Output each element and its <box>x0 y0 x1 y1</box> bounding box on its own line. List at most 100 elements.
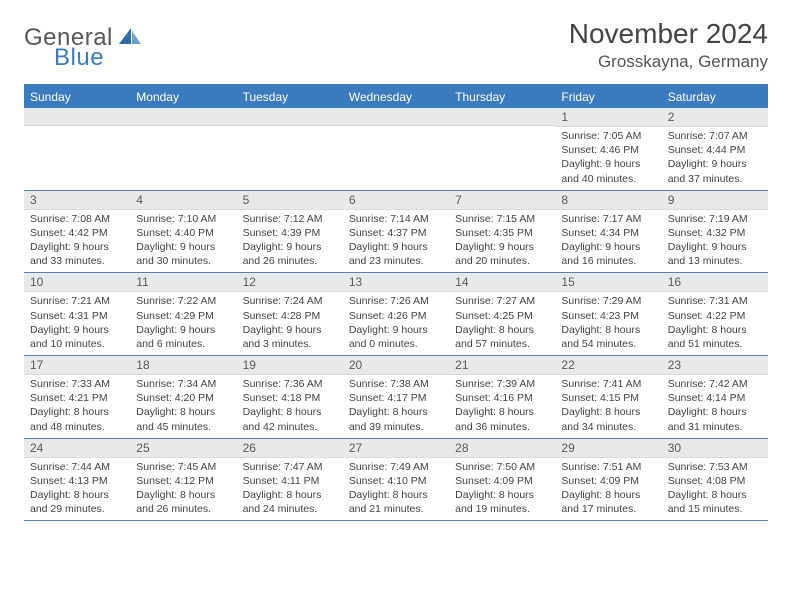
daylight-line: Daylight: 8 hours and 57 minutes. <box>455 323 549 351</box>
day-cell: 29Sunrise: 7:51 AMSunset: 4:09 PMDayligh… <box>555 439 661 521</box>
sunset-line: Sunset: 4:17 PM <box>349 391 443 405</box>
day-cell: 6Sunrise: 7:14 AMSunset: 4:37 PMDaylight… <box>343 191 449 273</box>
day-number: 17 <box>24 356 130 375</box>
day-cell: 7Sunrise: 7:15 AMSunset: 4:35 PMDaylight… <box>449 191 555 273</box>
day-number: 10 <box>24 273 130 292</box>
sunrise-line: Sunrise: 7:38 AM <box>349 377 443 391</box>
daylight-line: Daylight: 9 hours and 33 minutes. <box>30 240 124 268</box>
day-cell: 2Sunrise: 7:07 AMSunset: 4:44 PMDaylight… <box>662 108 768 190</box>
day-number: 22 <box>555 356 661 375</box>
sunset-line: Sunset: 4:11 PM <box>243 474 337 488</box>
day-number: 16 <box>662 273 768 292</box>
week-row: 1Sunrise: 7:05 AMSunset: 4:46 PMDaylight… <box>24 108 768 191</box>
sunset-line: Sunset: 4:18 PM <box>243 391 337 405</box>
day-cell: 12Sunrise: 7:24 AMSunset: 4:28 PMDayligh… <box>237 273 343 355</box>
brand-sail-icon <box>117 26 143 51</box>
day-cell: 16Sunrise: 7:31 AMSunset: 4:22 PMDayligh… <box>662 273 768 355</box>
sunset-line: Sunset: 4:34 PM <box>561 226 655 240</box>
day-body: Sunrise: 7:07 AMSunset: 4:44 PMDaylight:… <box>662 127 768 190</box>
day-body: Sunrise: 7:53 AMSunset: 4:08 PMDaylight:… <box>662 458 768 521</box>
daylight-line: Daylight: 9 hours and 40 minutes. <box>561 157 655 185</box>
sunset-line: Sunset: 4:46 PM <box>561 143 655 157</box>
day-cell <box>449 108 555 190</box>
sunrise-line: Sunrise: 7:36 AM <box>243 377 337 391</box>
sunrise-line: Sunrise: 7:19 AM <box>668 212 762 226</box>
day-body: Sunrise: 7:50 AMSunset: 4:09 PMDaylight:… <box>449 458 555 521</box>
location-label: Grosskayna, Germany <box>569 52 768 72</box>
day-cell: 24Sunrise: 7:44 AMSunset: 4:13 PMDayligh… <box>24 439 130 521</box>
day-cell: 18Sunrise: 7:34 AMSunset: 4:20 PMDayligh… <box>130 356 236 438</box>
sunrise-line: Sunrise: 7:15 AM <box>455 212 549 226</box>
day-number <box>449 108 555 126</box>
sunset-line: Sunset: 4:13 PM <box>30 474 124 488</box>
day-number: 23 <box>662 356 768 375</box>
daylight-line: Daylight: 8 hours and 45 minutes. <box>136 405 230 433</box>
sunrise-line: Sunrise: 7:22 AM <box>136 294 230 308</box>
day-number: 5 <box>237 191 343 210</box>
day-cell: 11Sunrise: 7:22 AMSunset: 4:29 PMDayligh… <box>130 273 236 355</box>
day-cell <box>24 108 130 190</box>
day-cell: 9Sunrise: 7:19 AMSunset: 4:32 PMDaylight… <box>662 191 768 273</box>
sunset-line: Sunset: 4:44 PM <box>668 143 762 157</box>
daylight-line: Daylight: 9 hours and 20 minutes. <box>455 240 549 268</box>
page-header: General November 2024 Grosskayna, German… <box>24 18 768 72</box>
daylight-line: Daylight: 8 hours and 42 minutes. <box>243 405 337 433</box>
day-body: Sunrise: 7:42 AMSunset: 4:14 PMDaylight:… <box>662 375 768 438</box>
day-body: Sunrise: 7:05 AMSunset: 4:46 PMDaylight:… <box>555 127 661 190</box>
sunrise-line: Sunrise: 7:47 AM <box>243 460 337 474</box>
daylight-line: Daylight: 8 hours and 36 minutes. <box>455 405 549 433</box>
day-number: 11 <box>130 273 236 292</box>
daylight-line: Daylight: 8 hours and 48 minutes. <box>30 405 124 433</box>
sunset-line: Sunset: 4:14 PM <box>668 391 762 405</box>
day-header: Tuesday <box>237 86 343 108</box>
sunrise-line: Sunrise: 7:44 AM <box>30 460 124 474</box>
daylight-line: Daylight: 9 hours and 26 minutes. <box>243 240 337 268</box>
day-header-row: Sunday Monday Tuesday Wednesday Thursday… <box>24 86 768 108</box>
day-number: 25 <box>130 439 236 458</box>
sunrise-line: Sunrise: 7:31 AM <box>668 294 762 308</box>
sunset-line: Sunset: 4:20 PM <box>136 391 230 405</box>
day-body: Sunrise: 7:36 AMSunset: 4:18 PMDaylight:… <box>237 375 343 438</box>
day-number: 24 <box>24 439 130 458</box>
day-number <box>24 108 130 126</box>
sunrise-line: Sunrise: 7:34 AM <box>136 377 230 391</box>
daylight-line: Daylight: 9 hours and 3 minutes. <box>243 323 337 351</box>
day-body: Sunrise: 7:47 AMSunset: 4:11 PMDaylight:… <box>237 458 343 521</box>
daylight-line: Daylight: 8 hours and 26 minutes. <box>136 488 230 516</box>
day-number <box>237 108 343 126</box>
sunrise-line: Sunrise: 7:07 AM <box>668 129 762 143</box>
sunset-line: Sunset: 4:31 PM <box>30 309 124 323</box>
daylight-line: Daylight: 9 hours and 30 minutes. <box>136 240 230 268</box>
day-number: 4 <box>130 191 236 210</box>
week-row: 17Sunrise: 7:33 AMSunset: 4:21 PMDayligh… <box>24 356 768 439</box>
day-cell: 28Sunrise: 7:50 AMSunset: 4:09 PMDayligh… <box>449 439 555 521</box>
sunrise-line: Sunrise: 7:49 AM <box>349 460 443 474</box>
day-cell: 5Sunrise: 7:12 AMSunset: 4:39 PMDaylight… <box>237 191 343 273</box>
day-cell: 17Sunrise: 7:33 AMSunset: 4:21 PMDayligh… <box>24 356 130 438</box>
day-number: 9 <box>662 191 768 210</box>
day-number: 27 <box>343 439 449 458</box>
day-body: Sunrise: 7:51 AMSunset: 4:09 PMDaylight:… <box>555 458 661 521</box>
sunset-line: Sunset: 4:29 PM <box>136 309 230 323</box>
day-number: 2 <box>662 108 768 127</box>
day-number: 30 <box>662 439 768 458</box>
title-block: November 2024 Grosskayna, Germany <box>569 18 768 72</box>
day-header: Friday <box>555 86 661 108</box>
sunrise-line: Sunrise: 7:05 AM <box>561 129 655 143</box>
calendar-grid: Sunday Monday Tuesday Wednesday Thursday… <box>24 84 768 521</box>
day-number: 14 <box>449 273 555 292</box>
sunrise-line: Sunrise: 7:33 AM <box>30 377 124 391</box>
day-cell: 8Sunrise: 7:17 AMSunset: 4:34 PMDaylight… <box>555 191 661 273</box>
sunset-line: Sunset: 4:25 PM <box>455 309 549 323</box>
sunrise-line: Sunrise: 7:26 AM <box>349 294 443 308</box>
daylight-line: Daylight: 8 hours and 54 minutes. <box>561 323 655 351</box>
daylight-line: Daylight: 8 hours and 39 minutes. <box>349 405 443 433</box>
daylight-line: Daylight: 8 hours and 24 minutes. <box>243 488 337 516</box>
sunrise-line: Sunrise: 7:21 AM <box>30 294 124 308</box>
day-cell: 4Sunrise: 7:10 AMSunset: 4:40 PMDaylight… <box>130 191 236 273</box>
day-number: 21 <box>449 356 555 375</box>
day-number: 20 <box>343 356 449 375</box>
day-header: Monday <box>130 86 236 108</box>
week-row: 24 Sunrise: 7:44 AMSunset: 4:13 PM Dayligh… <box>24 439 768 522</box>
sunrise-line: Sunrise: 7:41 AM <box>561 377 655 391</box>
